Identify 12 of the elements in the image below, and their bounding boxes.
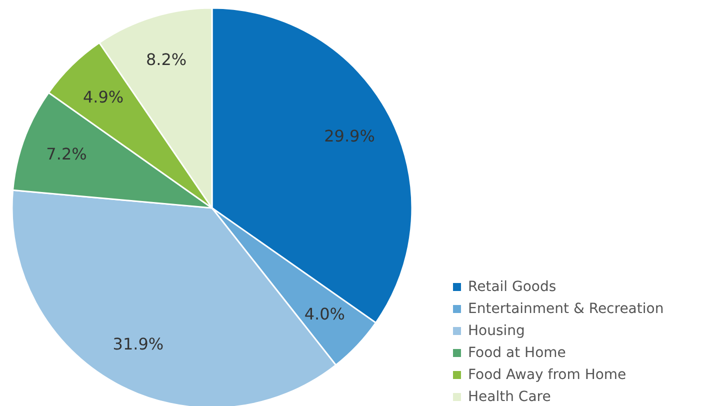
data-label: 4.9%: [82, 88, 124, 106]
legend-label: Food at Home: [468, 345, 566, 361]
legend-label: Housing: [468, 323, 525, 339]
data-label: 7.2%: [46, 144, 87, 164]
legend-label: Entertainment & Recreation: [468, 301, 664, 317]
data-label: 29.9%: [324, 126, 375, 146]
data-label: 4.0%: [304, 304, 345, 324]
data-label: 31.9%: [112, 334, 164, 354]
legend-label: Health Care: [468, 389, 551, 405]
legend-label: Retail Goods: [468, 279, 556, 295]
data-label: 8.2%: [146, 50, 187, 69]
legend-label: Food Away from Home: [468, 367, 626, 383]
